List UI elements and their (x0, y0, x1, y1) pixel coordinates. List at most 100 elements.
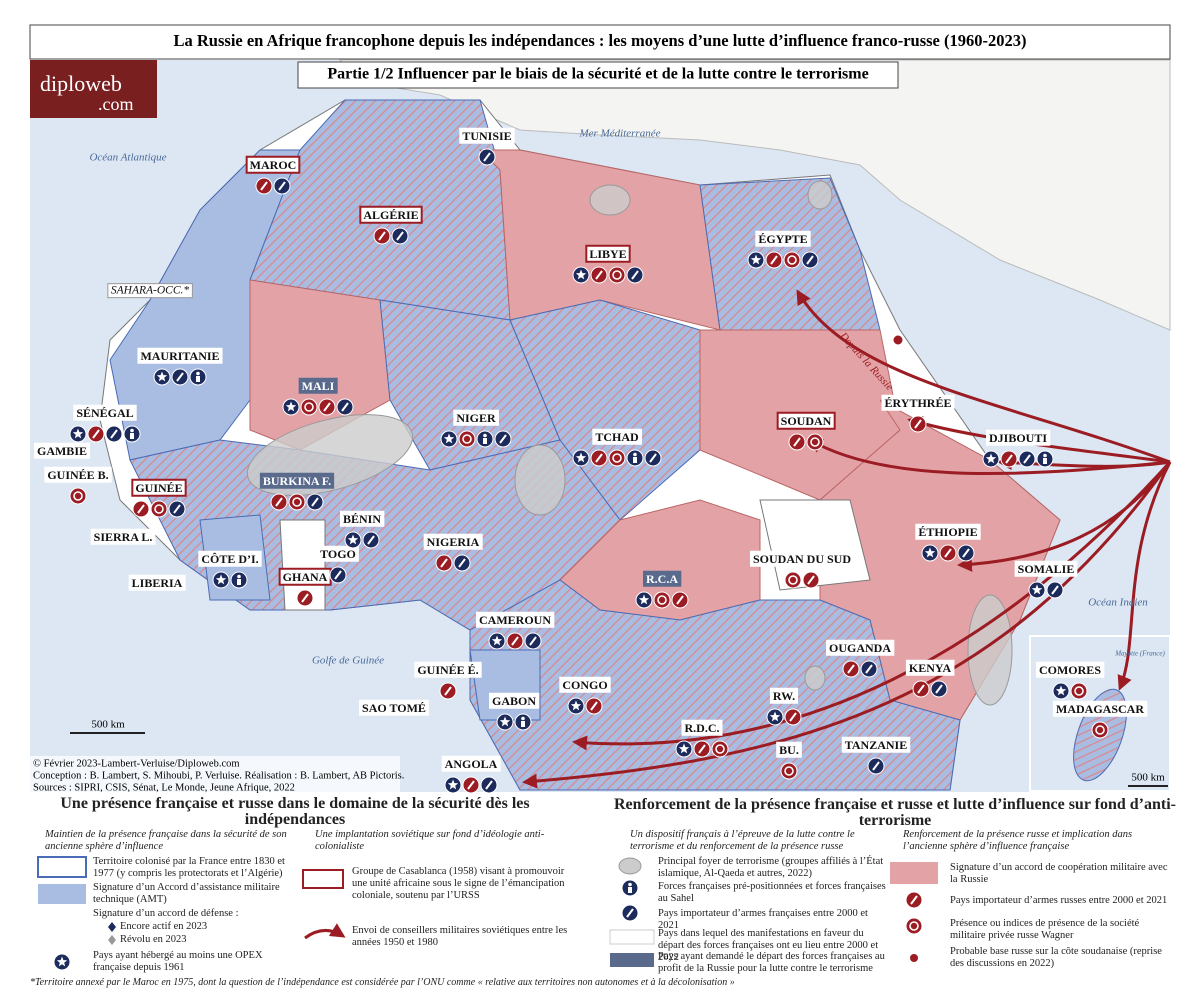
icon (621, 879, 639, 897)
icon (444, 776, 462, 794)
sea-label: Océan Indien (1088, 597, 1148, 609)
country-label: BU. (779, 743, 799, 757)
icon-knife (793, 437, 801, 447)
icon (675, 740, 693, 758)
country: MALI (282, 377, 354, 416)
legend-item: Pays ayant demandé le départ des forces … (658, 951, 885, 974)
icon (318, 398, 336, 416)
icon (296, 589, 314, 607)
icon-skull (154, 504, 164, 514)
country: TCHAD (572, 428, 662, 467)
icon-disc (711, 740, 729, 758)
country-label-box (585, 244, 631, 263)
legend-item: Principal foyer de terrorisme (groupes a… (658, 856, 884, 879)
country-label-box (1053, 700, 1148, 717)
icon-disc (69, 487, 87, 505)
icon (905, 917, 923, 935)
icon-skull (612, 270, 622, 280)
icon (608, 449, 626, 467)
country-label-box (359, 699, 429, 716)
country-label: ÉRYTHRÉE (885, 396, 952, 410)
country-label: NIGERIA (427, 535, 480, 549)
title: La Russie en Afrique francophone depuis … (174, 31, 1027, 50)
icon (391, 227, 409, 245)
icon (329, 566, 347, 584)
icon-skull (715, 744, 725, 754)
country-label: LIBYE (589, 247, 626, 261)
icon (230, 571, 248, 589)
country: SOUDAN (776, 411, 836, 451)
icon (105, 425, 123, 443)
credits: Conception : B. Lambert, S. Mihoubi, P. … (33, 770, 404, 781)
legend-item: Forces françaises pré-positionnées et fo… (658, 881, 886, 904)
icon-star (570, 700, 582, 711)
icon (572, 449, 590, 467)
country-label-box (245, 155, 301, 174)
icon (802, 571, 820, 589)
icon (930, 680, 948, 698)
country: GUINÉE B. (44, 466, 112, 505)
icon-star (72, 428, 84, 439)
country-label: ÉTHIOPIE (918, 525, 977, 539)
country-label: R.D.C. (685, 721, 720, 735)
icon (1036, 450, 1054, 468)
icon (608, 266, 626, 284)
country-label-box (592, 428, 642, 445)
icon-body (130, 433, 134, 439)
icon (480, 776, 498, 794)
country-label: ALGÉRIE (363, 208, 418, 222)
icon-knife (367, 535, 375, 545)
icon (806, 433, 824, 451)
icon-skull (73, 491, 83, 501)
icon (784, 708, 802, 726)
icon (373, 227, 391, 245)
icon (867, 757, 885, 775)
icon-knife (275, 497, 283, 507)
icon-knife (872, 761, 880, 771)
icon (273, 177, 291, 195)
icon (784, 571, 802, 589)
country: R.D.C. (675, 719, 729, 758)
legend-item: Pays ayant hébergé au moins une OPEX fra… (93, 950, 263, 973)
icon (671, 591, 689, 609)
icon-knife (649, 453, 657, 463)
icon (1046, 581, 1064, 599)
country-label-box (776, 741, 802, 758)
icon-disc (780, 762, 798, 780)
icon-knife (631, 270, 639, 280)
country-label-box (459, 127, 515, 144)
country-label: BÉNIN (343, 512, 381, 526)
country-label: KENYA (909, 661, 952, 675)
region (469, 579, 961, 791)
country: ÉRYTHRÉE (881, 394, 955, 433)
country-label: MADAGASCAR (1056, 702, 1144, 716)
credits-bg (30, 756, 400, 794)
icon-star (443, 433, 455, 444)
icon (626, 266, 644, 284)
sea-label: Golfe de Guinée (312, 655, 384, 667)
icon (496, 713, 514, 731)
country-label-box (1035, 661, 1105, 678)
country-label-box (198, 550, 262, 567)
icon (439, 682, 457, 700)
country-label: MALI (302, 379, 335, 393)
icon (87, 425, 105, 443)
icon-knife (595, 453, 603, 463)
country: BÉNIN (339, 510, 385, 549)
icon (780, 762, 798, 780)
icon-disc (653, 591, 671, 609)
icon (255, 177, 273, 195)
country: COMORES (1035, 661, 1105, 700)
icon (801, 251, 819, 269)
legend-item: Révolu en 2023 (120, 934, 187, 945)
country: R.C.A (635, 570, 689, 609)
country-label-box (44, 466, 112, 483)
icon (1018, 450, 1036, 468)
country-label-box (776, 411, 836, 430)
icon (905, 891, 923, 909)
icon (462, 776, 480, 794)
country-label-box (769, 687, 799, 704)
country-label: SOMALIE (1018, 562, 1075, 576)
icon-skull (292, 497, 302, 507)
icon-skull (462, 434, 472, 444)
